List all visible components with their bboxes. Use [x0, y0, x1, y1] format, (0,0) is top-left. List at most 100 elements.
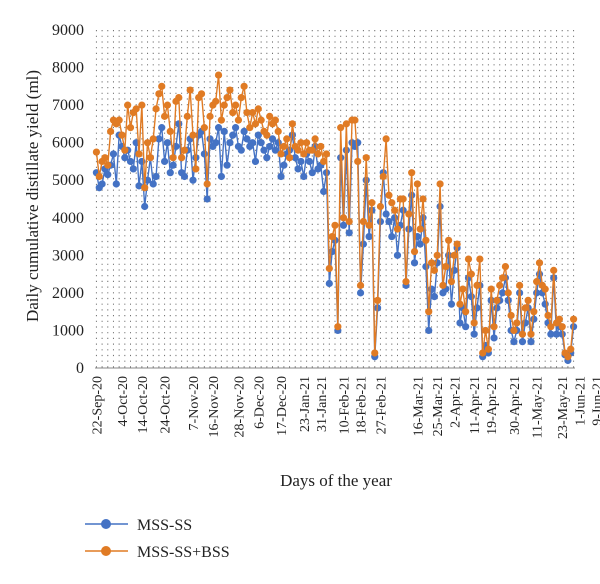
data-point	[462, 323, 470, 331]
x-tick-label: 6-Dec-20	[252, 376, 267, 429]
x-tick-label: 27-Feb-21	[374, 376, 389, 434]
data-point	[115, 116, 123, 124]
data-point	[234, 116, 243, 124]
data-point	[470, 330, 478, 338]
data-point	[243, 109, 251, 117]
data-point	[391, 206, 399, 214]
data-point	[351, 116, 359, 124]
data-point	[231, 101, 240, 109]
data-point	[569, 315, 578, 323]
x-tick-label: 11-May-21	[531, 376, 546, 438]
series-2	[92, 71, 578, 361]
data-point	[271, 146, 279, 154]
data-point	[166, 127, 174, 135]
data-point	[189, 131, 197, 139]
data-point	[450, 251, 458, 259]
data-point	[186, 86, 194, 94]
data-point	[391, 214, 399, 222]
data-point	[501, 263, 510, 271]
data-point	[555, 315, 563, 323]
data-point	[376, 202, 385, 211]
data-point	[175, 120, 183, 128]
data-point	[342, 146, 350, 154]
data-point	[459, 285, 467, 293]
data-point	[152, 172, 160, 181]
data-point	[416, 240, 424, 248]
data-point	[214, 71, 223, 79]
data-point	[180, 172, 189, 181]
data-point	[405, 210, 413, 218]
data-point	[533, 278, 541, 286]
data-point	[541, 285, 549, 293]
data-point	[271, 116, 279, 124]
data-point	[371, 349, 379, 357]
data-point	[217, 172, 225, 181]
x-tick-label: 4-Oct-20	[116, 376, 131, 427]
x-tick-label: 2-Apr-21	[448, 376, 463, 428]
data-point	[223, 161, 231, 169]
data-point	[410, 247, 419, 256]
data-point	[510, 326, 518, 335]
data-point	[496, 281, 504, 289]
x-axis-title: Days of the year	[280, 471, 392, 490]
x-tick-label: 18-Feb-21	[355, 376, 370, 434]
data-point	[229, 109, 237, 117]
data-point	[328, 232, 336, 241]
data-point	[345, 217, 353, 226]
x-tick-label: 25-Mar-21	[431, 376, 446, 436]
data-point	[410, 259, 419, 267]
data-point	[379, 172, 387, 181]
data-point	[325, 264, 333, 273]
data-point	[442, 263, 450, 271]
data-point	[484, 345, 492, 353]
data-point	[476, 255, 484, 263]
data-point	[300, 172, 308, 181]
data-point	[203, 195, 211, 203]
data-point	[251, 120, 260, 128]
data-point	[104, 170, 112, 179]
data-point	[388, 232, 396, 241]
data-point	[237, 94, 245, 102]
data-point	[359, 240, 367, 248]
data-point	[280, 142, 288, 151]
data-point	[260, 146, 268, 154]
data-point	[439, 281, 447, 289]
data-point	[564, 353, 572, 361]
data-point	[547, 323, 555, 331]
y-tick-label: 3000	[52, 247, 84, 264]
data-point	[249, 109, 257, 117]
data-point	[524, 296, 532, 304]
data-point	[447, 278, 456, 286]
data-point	[470, 319, 478, 327]
data-point	[189, 176, 197, 184]
data-point	[436, 180, 444, 188]
data-point	[339, 214, 348, 222]
data-point	[320, 187, 328, 196]
data-point	[342, 120, 350, 128]
y-tick-label: 7000	[52, 97, 84, 114]
y-tick-label: 9000	[52, 22, 84, 39]
data-point	[385, 217, 393, 226]
x-tick-labels: 22-Sep-20 4-Oct-20 14-Oct-20 24-Oct-20 7-Nov…	[90, 376, 600, 439]
data-point	[280, 161, 288, 169]
data-point	[240, 82, 248, 90]
data-point	[277, 172, 285, 181]
data-point	[447, 300, 456, 308]
x-tick-label: 22-Sep-20	[90, 376, 105, 434]
data-point	[382, 210, 390, 218]
y-axis-title: Daily cumulative distillate yield (ml)	[23, 70, 42, 322]
data-point	[402, 278, 410, 286]
data-point	[427, 285, 436, 293]
data-point	[354, 139, 362, 147]
data-point	[206, 135, 214, 143]
data-point	[112, 180, 120, 188]
data-point	[141, 184, 149, 192]
data-point	[246, 124, 254, 132]
data-point	[552, 330, 561, 338]
data-point	[95, 172, 103, 181]
data-point	[527, 330, 535, 338]
data-point	[226, 86, 234, 94]
data-point	[266, 112, 274, 120]
data-point	[237, 146, 245, 154]
